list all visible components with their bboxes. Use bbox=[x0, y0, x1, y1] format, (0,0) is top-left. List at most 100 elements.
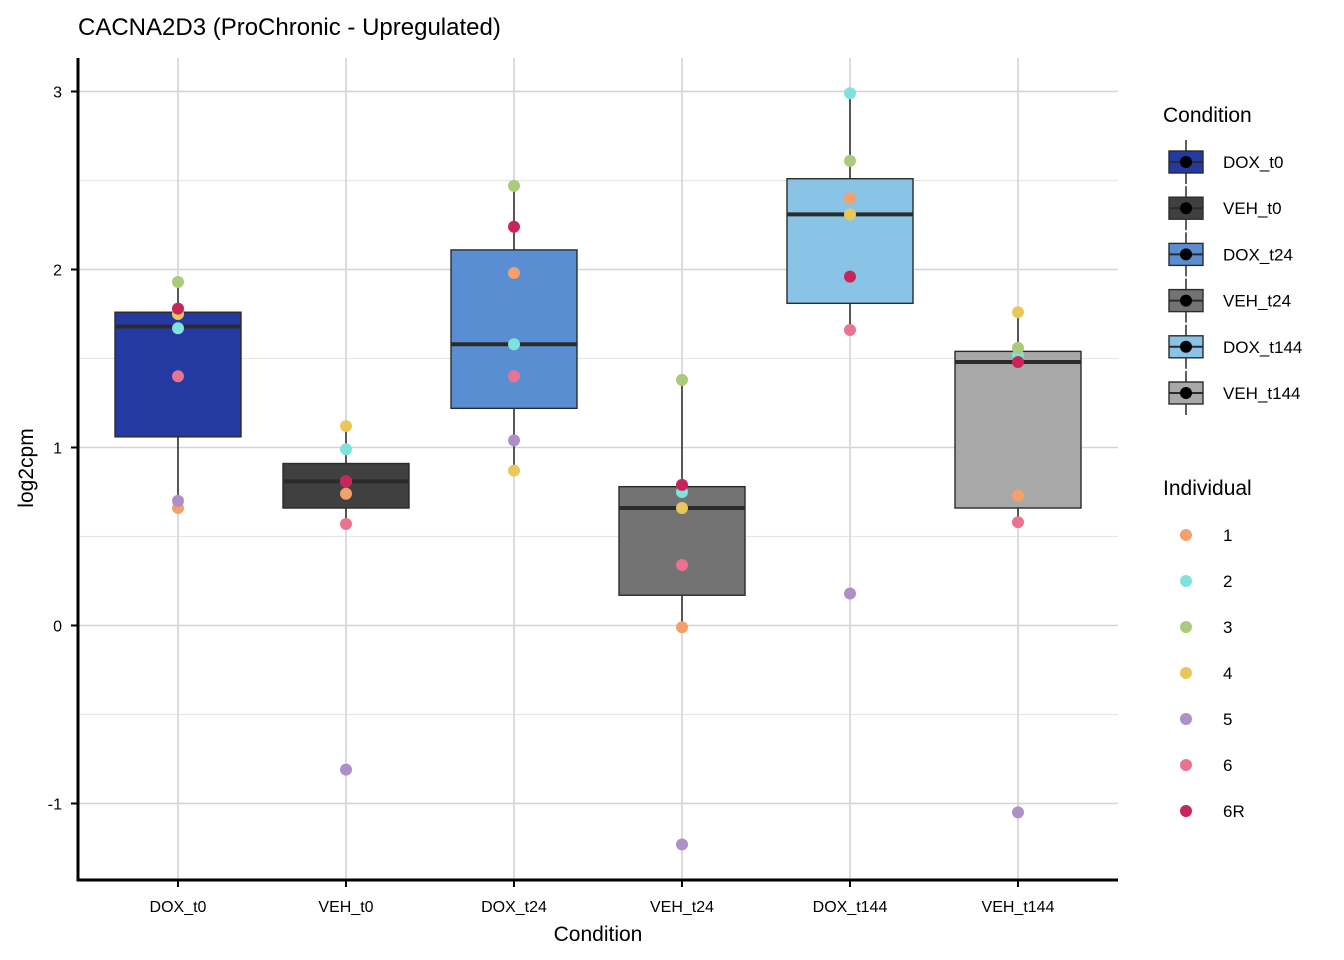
point-individual-3 bbox=[676, 373, 688, 386]
legend-individual-point bbox=[1180, 621, 1192, 633]
legend-condition: Condition DOX_t0 VEH_t0 DOX_t24 VEH_t24 DOX_… bbox=[1163, 104, 1302, 415]
legend-individual-point bbox=[1180, 759, 1192, 771]
point-individual-5 bbox=[676, 838, 688, 851]
x-tick-label: VEH_t0 bbox=[318, 899, 373, 916]
y-tick-label: 1 bbox=[53, 441, 62, 458]
point-individual-6 bbox=[1012, 516, 1024, 529]
box-body bbox=[954, 350, 1082, 509]
legend-individual-item: 5 bbox=[1180, 710, 1232, 729]
legend-condition-item: DOX_t144 bbox=[1168, 324, 1302, 369]
legend-condition-label: VEH_t24 bbox=[1223, 292, 1291, 311]
point-individual-6R bbox=[172, 302, 184, 315]
x-tick-label: DOX_t144 bbox=[813, 899, 888, 916]
point-individual-6R bbox=[340, 475, 352, 488]
legend-individual-item: 6 bbox=[1180, 756, 1232, 775]
point-individual-6R bbox=[844, 270, 856, 283]
point-individual-5 bbox=[172, 494, 184, 507]
point-individual-6 bbox=[172, 370, 184, 383]
point-individual-1 bbox=[676, 621, 688, 634]
legend-condition-title: Condition bbox=[1163, 104, 1252, 127]
legend-individual-item: 2 bbox=[1180, 572, 1232, 591]
legend-condition-item: VEH_t0 bbox=[1168, 186, 1282, 231]
point-individual-2 bbox=[340, 443, 352, 456]
point-individual-4 bbox=[1012, 306, 1024, 319]
y-tick-label: 2 bbox=[53, 263, 62, 280]
y-tick-label: -1 bbox=[48, 797, 62, 814]
point-individual-1 bbox=[508, 267, 520, 280]
point-individual-3 bbox=[844, 154, 856, 167]
legend-individual-item: 1 bbox=[1180, 526, 1232, 545]
axes: -1 0 1 2 3 DOX_t0 VEH_t0 DOX_t24 VEH_t24 DOX_t144… bbox=[48, 58, 1118, 916]
legend-individual-point bbox=[1180, 575, 1192, 587]
point-individual-4 bbox=[340, 420, 352, 433]
legend-individual-point bbox=[1180, 529, 1192, 541]
legend-individual-label: 6 bbox=[1223, 756, 1232, 775]
point-individual-6 bbox=[844, 324, 856, 337]
legend-condition-label: DOX_t144 bbox=[1223, 338, 1302, 357]
point-individual-6R bbox=[1012, 356, 1024, 369]
legend-condition-item: DOX_t24 bbox=[1168, 232, 1293, 277]
x-tick-label: VEH_t24 bbox=[650, 899, 714, 916]
chart-title: CACNA2D3 (ProChronic - Upregulated) bbox=[78, 14, 501, 41]
point-individual-3 bbox=[508, 179, 520, 192]
box-VEH_t0 bbox=[282, 426, 410, 525]
point-individual-4 bbox=[508, 464, 520, 477]
legend-condition-item: VEH_t144 bbox=[1168, 371, 1301, 415]
point-individual-6 bbox=[676, 558, 688, 571]
legend-individual-point bbox=[1180, 667, 1192, 679]
point-individual-3 bbox=[172, 275, 184, 288]
point-individual-2 bbox=[508, 338, 520, 351]
y-axis-title: log2cpm bbox=[15, 428, 38, 507]
legend-individual-label: 3 bbox=[1223, 618, 1232, 637]
point-individual-4 bbox=[844, 208, 856, 221]
point-individual-5 bbox=[508, 434, 520, 447]
legend-key-point bbox=[1180, 248, 1192, 261]
data-points bbox=[172, 87, 1024, 851]
point-individual-1 bbox=[844, 192, 856, 205]
boxes bbox=[114, 93, 1082, 628]
x-tick-label: DOX_t24 bbox=[481, 899, 547, 916]
legend-individual-label: 2 bbox=[1223, 572, 1232, 591]
point-individual-5 bbox=[340, 763, 352, 776]
legend-key-point bbox=[1180, 387, 1192, 399]
legend-individual-point bbox=[1180, 805, 1192, 817]
point-individual-4 bbox=[676, 502, 688, 515]
point-individual-6 bbox=[508, 370, 520, 383]
point-individual-6R bbox=[508, 220, 520, 233]
legend-individual-item: 4 bbox=[1180, 664, 1232, 683]
legend-condition-label: VEH_t144 bbox=[1223, 384, 1301, 403]
legend-individual-item: 6R bbox=[1180, 802, 1245, 821]
legend-condition-label: DOX_t0 bbox=[1223, 153, 1283, 172]
legend-key-point bbox=[1180, 156, 1192, 168]
point-individual-6R bbox=[676, 478, 688, 491]
legend-individual-label: 5 bbox=[1223, 710, 1232, 729]
legend-individual-point bbox=[1180, 713, 1192, 725]
legend-key-point bbox=[1180, 202, 1192, 215]
y-tick-label: 0 bbox=[53, 619, 62, 636]
box-VEH_t144 bbox=[954, 312, 1082, 523]
point-individual-2 bbox=[172, 322, 184, 335]
legend-condition-item: VEH_t24 bbox=[1168, 278, 1291, 323]
legend-key-point bbox=[1180, 340, 1192, 353]
legend-individual-label: 1 bbox=[1223, 526, 1232, 545]
x-tick-label: DOX_t0 bbox=[150, 899, 207, 916]
legend-condition-item: DOX_t0 bbox=[1168, 140, 1283, 184]
point-individual-2 bbox=[844, 87, 856, 100]
point-individual-1 bbox=[340, 487, 352, 500]
x-tick-label: VEH_t144 bbox=[982, 899, 1055, 916]
x-axis-title: Condition bbox=[554, 923, 643, 946]
legend-condition-label: DOX_t24 bbox=[1223, 245, 1293, 264]
point-individual-5 bbox=[844, 587, 856, 600]
legend-individual-item: 3 bbox=[1180, 618, 1232, 637]
legend-individual-label: 4 bbox=[1223, 664, 1232, 683]
legend-individual-label: 6R bbox=[1223, 802, 1245, 821]
y-tick-label: 3 bbox=[53, 85, 62, 102]
legend-individual: Individual 1 2 3 4 5 6 6R bbox=[1163, 477, 1252, 821]
point-individual-1 bbox=[1012, 489, 1024, 502]
legend-condition-label: VEH_t0 bbox=[1223, 199, 1282, 218]
point-individual-5 bbox=[1012, 806, 1024, 819]
point-individual-3 bbox=[1012, 341, 1024, 354]
point-individual-6 bbox=[340, 518, 352, 531]
legend-key-point bbox=[1180, 294, 1192, 307]
